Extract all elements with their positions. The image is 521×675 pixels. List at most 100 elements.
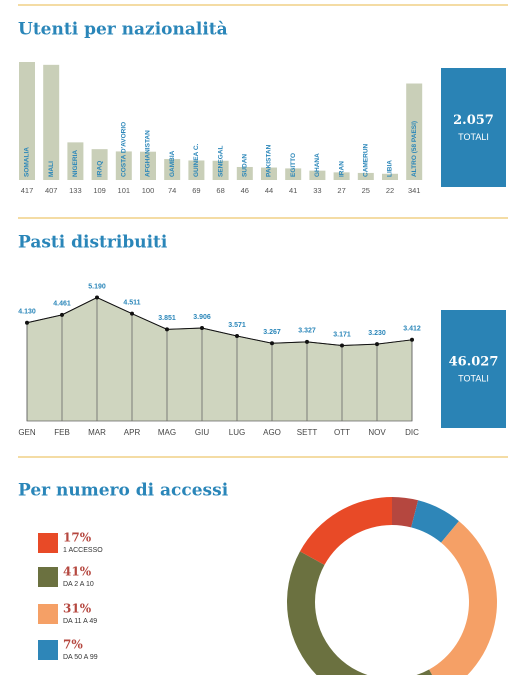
value-label: 33 <box>313 186 321 195</box>
x-tick-label: FEB <box>54 428 70 437</box>
bar <box>285 168 302 180</box>
x-tick-label: MAG <box>158 428 176 437</box>
donut-slice <box>299 497 392 565</box>
value-label: 27 <box>337 186 345 195</box>
value-label: 25 <box>362 186 370 195</box>
bar <box>91 149 108 180</box>
x-tick-label: DIC <box>405 428 419 437</box>
total-box <box>441 310 506 428</box>
category-label: CAMERUN <box>363 143 370 177</box>
legend-value: 31% <box>63 602 92 616</box>
category-label: AFGHANISTAN <box>145 130 152 177</box>
legend-swatch <box>38 533 58 553</box>
category-label: GHANA <box>314 153 321 177</box>
value-label: 101 <box>118 186 131 195</box>
point <box>340 343 344 348</box>
bar <box>140 151 156 180</box>
x-tick-label: LUG <box>229 428 245 437</box>
area <box>26 297 413 422</box>
chart-title: Per numero di accessi <box>18 481 229 501</box>
donut-slice <box>411 500 459 543</box>
value-label: 3.171 <box>333 331 351 338</box>
point <box>60 312 64 317</box>
value-label: 133 <box>69 186 82 195</box>
bar <box>406 83 423 180</box>
value-label: 4.511 <box>123 300 140 307</box>
total-value: 46.027 <box>449 355 499 370</box>
legend-label: DA 50 A 99 <box>63 654 98 661</box>
value-label: 3.412 <box>403 326 421 333</box>
value-label: 5.190 <box>88 283 106 290</box>
legend-swatch <box>38 604 58 624</box>
value-label: 41 <box>289 186 297 195</box>
donut-slice <box>392 497 419 528</box>
bar <box>236 166 253 180</box>
bar <box>357 172 374 180</box>
x-tick-label: APR <box>124 428 141 437</box>
value-label: 74 <box>168 186 176 195</box>
value-label: 3.571 <box>228 322 246 329</box>
bar <box>67 142 84 180</box>
value-label: 3.906 <box>193 314 211 321</box>
x-tick-label: GIU <box>195 428 209 437</box>
bar <box>212 160 229 180</box>
x-tick-label: OTT <box>334 428 350 437</box>
legend-label: 1 ACCESSO <box>63 547 103 554</box>
point <box>130 311 134 316</box>
category-label: IRAN <box>338 161 345 177</box>
x-tick-label: GEN <box>18 428 36 437</box>
total-caption: TOTALI <box>458 373 489 383</box>
category-label: LIBIA <box>387 160 394 177</box>
point <box>25 320 29 325</box>
category-label: SUDAN <box>242 154 249 177</box>
value-label: 46 <box>241 186 249 195</box>
value-label: 22 <box>386 186 394 195</box>
bar <box>188 160 205 180</box>
value-label: 3.267 <box>263 329 281 336</box>
bar <box>261 167 277 180</box>
bar <box>43 64 60 180</box>
legend-value: 41% <box>63 565 92 579</box>
point <box>410 337 414 342</box>
x-tick-label: AGO <box>263 428 281 437</box>
point <box>200 326 204 331</box>
point <box>235 334 239 339</box>
point <box>375 342 379 347</box>
chart-title: Utenti per nazionalità <box>18 20 228 40</box>
value-label: 341 <box>408 186 421 195</box>
donut-slice <box>429 521 497 675</box>
bar <box>309 170 326 180</box>
bar <box>115 151 132 180</box>
value-label: 109 <box>93 186 106 195</box>
legend-label: DA 2 A 10 <box>63 581 94 588</box>
value-label: 44 <box>265 186 273 195</box>
value-label: 407 <box>45 186 58 195</box>
legend-label: DA 11 A 49 <box>63 618 97 625</box>
value-label: 100 <box>142 186 155 195</box>
total-caption: TOTALI <box>458 132 489 142</box>
category-label: GAMBIA <box>169 150 176 177</box>
bar <box>333 172 350 180</box>
value-label: 417 <box>21 186 34 195</box>
value-label: 68 <box>216 186 224 195</box>
category-label: MALI <box>48 161 55 177</box>
point <box>165 327 169 332</box>
value-label: 4.130 <box>18 309 36 316</box>
donut-slice <box>287 551 433 675</box>
chart-title: Pasti distribuiti <box>18 233 168 253</box>
value-label: 69 <box>192 186 200 195</box>
bar <box>382 173 398 180</box>
total-box <box>441 68 506 187</box>
total-value: 2.057 <box>453 113 494 128</box>
x-tick-label: NOV <box>368 428 386 437</box>
line <box>26 296 413 347</box>
category-label: COSTA D'AVORIO <box>121 122 128 177</box>
category-label: GUINEA C. <box>193 143 200 177</box>
bar <box>19 62 35 180</box>
category-label: SENEGAL <box>217 146 224 177</box>
value-label: 3.851 <box>158 315 176 322</box>
point <box>270 341 274 346</box>
category-label: SOMALIA <box>24 147 31 177</box>
